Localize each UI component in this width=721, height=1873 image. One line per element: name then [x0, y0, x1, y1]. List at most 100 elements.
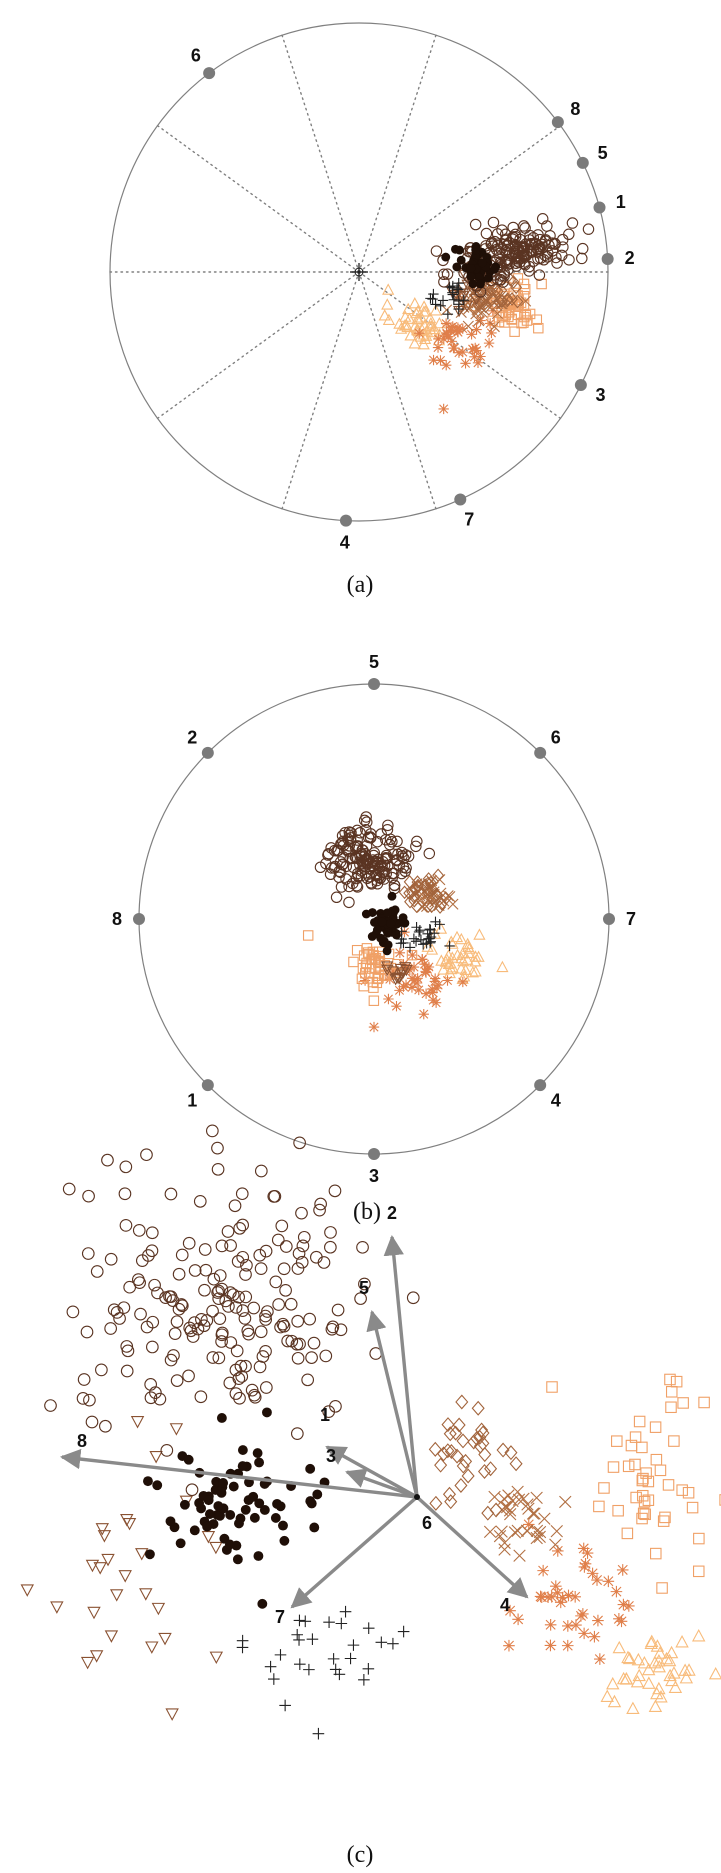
- point-circle: [146, 1315, 160, 1329]
- point-dot: [144, 1549, 155, 1560]
- point-square: [698, 1396, 710, 1409]
- point-circle: [329, 1399, 342, 1413]
- point-diamond: [473, 1438, 487, 1454]
- point-star: [586, 1567, 599, 1580]
- point-circle: [164, 1353, 178, 1367]
- axis-label: 7: [275, 1607, 285, 1627]
- point-square: [664, 1373, 676, 1386]
- point-circle: [120, 1364, 134, 1378]
- point-triangle-up: [393, 317, 406, 329]
- point-plus: [423, 933, 434, 945]
- point-diamond: [473, 296, 486, 311]
- point-circle: [519, 258, 531, 271]
- point-star: [471, 345, 482, 356]
- point-square: [637, 1472, 649, 1485]
- point-circle: [224, 1336, 238, 1349]
- point-circle: [248, 1388, 261, 1402]
- anchor-label: 8: [570, 99, 580, 119]
- anchor-label: 7: [464, 510, 474, 530]
- axis-label: 6: [422, 1513, 432, 1533]
- point-star: [602, 1575, 615, 1588]
- point-circle: [175, 1299, 189, 1313]
- point-square: [686, 1501, 699, 1514]
- point-star: [413, 984, 424, 996]
- anchor-point: [339, 514, 352, 527]
- point-circle: [536, 213, 549, 225]
- point-x: [559, 1495, 572, 1509]
- point-circle: [274, 1320, 287, 1334]
- point-star: [469, 351, 480, 363]
- point-triangle-up: [642, 1676, 656, 1689]
- point-circle: [386, 867, 399, 880]
- point-plus: [344, 1652, 357, 1665]
- point-dot: [218, 1478, 229, 1488]
- point-star: [512, 1613, 524, 1626]
- point-star: [551, 1587, 564, 1599]
- point-dot: [257, 1598, 268, 1609]
- anchor-point: [603, 913, 615, 925]
- point-circle: [358, 1277, 371, 1291]
- point-plus: [362, 1622, 375, 1635]
- point-circle: [198, 1243, 212, 1256]
- point-circle: [232, 1372, 246, 1385]
- point-plus: [448, 294, 460, 305]
- point-square: [636, 1441, 648, 1454]
- point-circle: [305, 1351, 318, 1364]
- center-marker: [350, 263, 368, 281]
- point-triangle-up: [663, 1668, 677, 1682]
- point-triangle-down: [122, 1517, 137, 1531]
- point-triangle-up: [439, 955, 452, 967]
- point-star: [409, 975, 420, 986]
- point-diamond: [510, 280, 523, 295]
- point-plus: [347, 1639, 360, 1651]
- point-star: [447, 321, 458, 332]
- point-diamond: [428, 1441, 442, 1457]
- point-star: [592, 1614, 604, 1627]
- point-circle: [236, 1250, 250, 1264]
- point-dot: [270, 1512, 281, 1523]
- point-x: [491, 307, 504, 320]
- anchor-label: 4: [551, 1091, 561, 1111]
- point-dot: [383, 928, 393, 938]
- point-diamond: [434, 900, 446, 914]
- point-diamond: [496, 293, 508, 308]
- anchor-label: 1: [616, 192, 626, 212]
- point-star: [432, 342, 444, 353]
- point-star: [534, 1590, 547, 1603]
- point-square: [598, 1482, 610, 1494]
- point-circle: [406, 1291, 420, 1305]
- point-star: [419, 958, 430, 970]
- point-star: [441, 360, 452, 371]
- point-diamond: [419, 878, 432, 893]
- point-square: [692, 1565, 705, 1578]
- point-circle: [276, 1317, 290, 1331]
- anchor-label: 3: [595, 385, 605, 405]
- point-circle: [121, 1344, 135, 1358]
- point-dot: [305, 1463, 316, 1474]
- point-circle: [83, 1393, 96, 1407]
- point-dot: [143, 1476, 153, 1487]
- point-star: [578, 1561, 591, 1573]
- point-star: [579, 1558, 592, 1570]
- point-star: [438, 403, 449, 415]
- point-diamond: [456, 1458, 470, 1474]
- point-star: [433, 333, 444, 345]
- point-circle: [267, 1190, 281, 1203]
- point-circle: [503, 236, 516, 249]
- point-plus: [435, 300, 446, 311]
- point-diamond: [489, 1502, 503, 1518]
- point-circle: [101, 1153, 114, 1167]
- point-circle: [153, 1392, 167, 1406]
- anchor-label: 6: [551, 727, 561, 747]
- point-square: [358, 950, 370, 961]
- point-square: [351, 944, 363, 956]
- point-circle: [501, 259, 513, 271]
- point-star: [418, 1008, 429, 1020]
- point-circle: [259, 1381, 273, 1394]
- point-plus: [375, 1636, 388, 1649]
- point-diamond: [511, 294, 524, 309]
- point-x: [528, 1507, 541, 1520]
- point-square: [668, 1435, 680, 1447]
- point-circle: [272, 1298, 286, 1311]
- point-triangle-up: [399, 310, 412, 322]
